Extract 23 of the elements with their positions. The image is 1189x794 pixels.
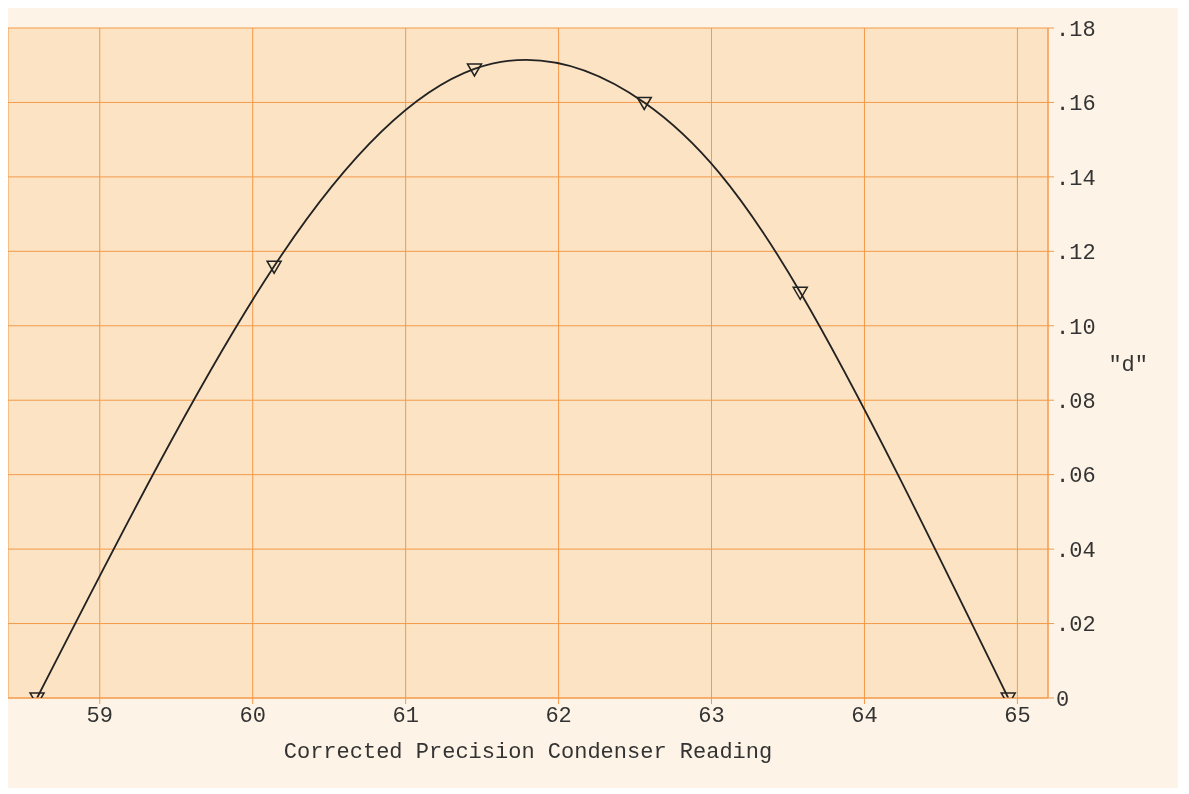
x-tick-label: 62 [545, 703, 572, 729]
x-tick-label: 65 [1004, 703, 1031, 729]
point [792, 286, 808, 301]
y-tick-label: .12 [1056, 241, 1096, 267]
y-tick-label: .18 [1056, 17, 1096, 43]
y-tick-label: .04 [1056, 538, 1096, 564]
y-tick-label: .16 [1056, 92, 1096, 118]
y-tick-label: .08 [1056, 390, 1096, 416]
x-tick-label: 60 [239, 703, 266, 729]
x-tick-label: 59 [86, 703, 113, 729]
x-axis-title: Corrected Precision Condenser Reading [283, 740, 773, 765]
point [266, 260, 282, 274]
y-tick-label: .06 [1056, 464, 1096, 490]
y-tick-label: .02 [1056, 613, 1096, 639]
point [636, 96, 652, 111]
x-tick-label: 61 [392, 703, 419, 729]
y-tick-label: .10 [1056, 315, 1096, 341]
y-axis-title: "d" [1108, 352, 1148, 378]
x-tick-label: 64 [851, 703, 878, 729]
y-tick-label: 0 [1056, 687, 1070, 713]
y-tick-label: .14 [1056, 166, 1096, 192]
point [466, 63, 483, 77]
x-tick-label: 63 [698, 703, 725, 729]
